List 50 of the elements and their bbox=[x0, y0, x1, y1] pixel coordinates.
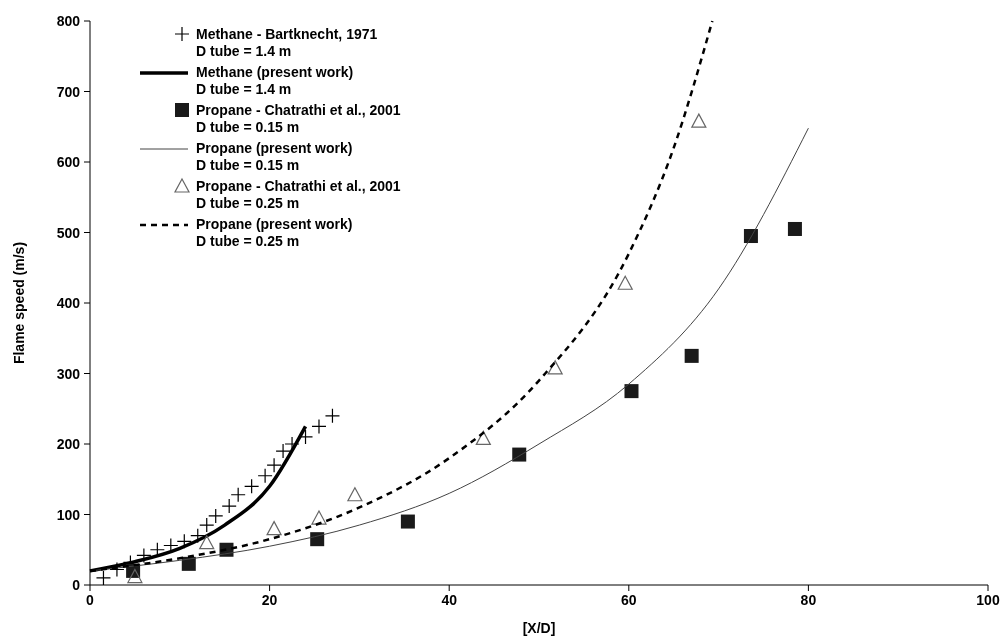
x-tick-label: 40 bbox=[441, 592, 458, 608]
legend-label: Methane - Bartknecht, 1971 D tube = 1.4 m bbox=[196, 26, 378, 59]
point bbox=[275, 443, 291, 459]
y-tick-label: 800 bbox=[56, 13, 81, 29]
point bbox=[95, 570, 112, 586]
point bbox=[244, 478, 260, 494]
point bbox=[475, 430, 491, 445]
point bbox=[547, 360, 563, 375]
point bbox=[199, 517, 215, 533]
y-tick-label: 600 bbox=[56, 154, 81, 170]
point bbox=[190, 528, 206, 544]
legend-label: Methane (present work) D tube = 1.4 m bbox=[196, 64, 354, 97]
x-tick-label: 100 bbox=[976, 592, 1000, 608]
legend-label: Propane - Chatrathi et al., 2001 D tube = 0.15 m bbox=[196, 102, 401, 135]
point bbox=[787, 221, 802, 236]
point bbox=[199, 535, 215, 550]
legend-label: Propane (present work) D tube = 0.25 m bbox=[196, 216, 353, 249]
point bbox=[208, 508, 224, 524]
y-tick-label: 300 bbox=[56, 365, 81, 382]
point bbox=[684, 348, 699, 363]
y-tick-label: 500 bbox=[56, 224, 81, 241]
point bbox=[257, 468, 273, 484]
point bbox=[347, 487, 363, 502]
point bbox=[310, 532, 325, 547]
point bbox=[230, 487, 246, 503]
x-tick-label: 80 bbox=[800, 592, 817, 608]
y-tick-label: 700 bbox=[56, 83, 81, 100]
point bbox=[136, 547, 152, 563]
point bbox=[311, 418, 327, 434]
legend-label: Propane (present work) D tube = 0.15 m bbox=[196, 140, 353, 173]
legend-label: Propane - Chatrathi et al., 2001 D tube = 0.25 m bbox=[196, 178, 401, 211]
y-axis-title: Flame speed (m/s) bbox=[11, 241, 27, 365]
point bbox=[624, 384, 639, 399]
point bbox=[127, 568, 143, 584]
x-tick-label: 0 bbox=[86, 592, 95, 608]
y-tick-label: 100 bbox=[56, 506, 81, 523]
point bbox=[221, 498, 237, 514]
point bbox=[691, 113, 707, 128]
point bbox=[617, 275, 633, 290]
point bbox=[311, 510, 327, 525]
y-tick-label: 200 bbox=[56, 436, 81, 452]
point bbox=[266, 457, 282, 473]
y-tick-label: 400 bbox=[56, 295, 81, 311]
point bbox=[324, 408, 341, 424]
x-tick-label: 60 bbox=[621, 592, 637, 608]
x-tick-label: 20 bbox=[261, 592, 278, 608]
point bbox=[266, 521, 282, 536]
x-axis-title: [X/D] bbox=[522, 620, 556, 636]
point bbox=[400, 514, 415, 529]
y-tick-label: 0 bbox=[72, 577, 81, 593]
